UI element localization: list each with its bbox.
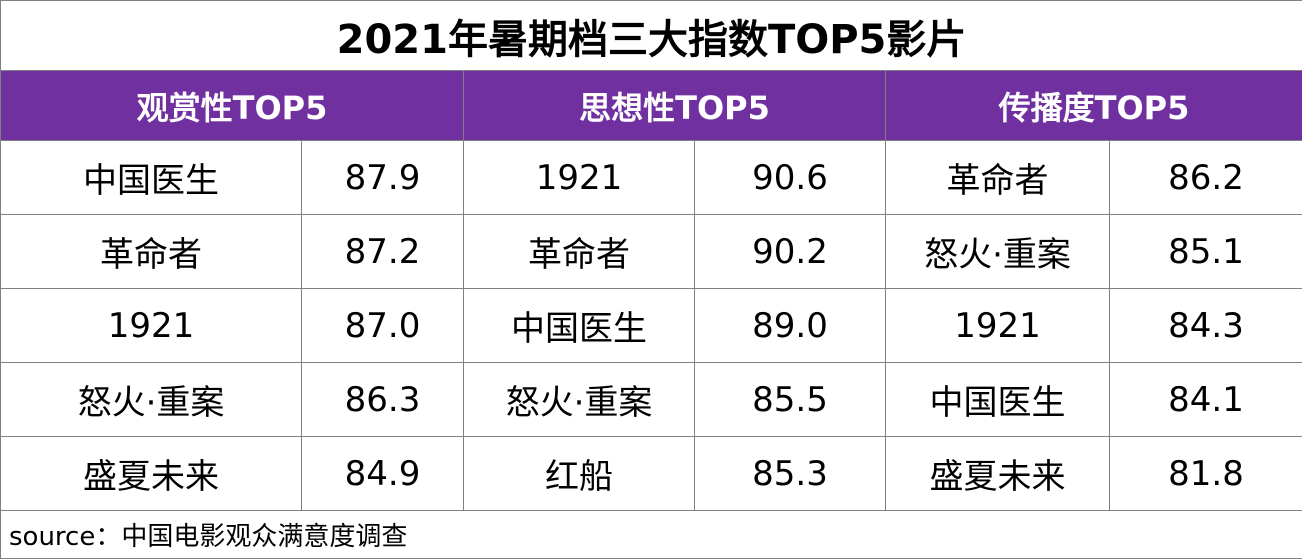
film-cell: 盛夏未来 [0, 436, 302, 511]
film-cell: 1921 [885, 288, 1110, 363]
film-cell: 中国医生 [463, 288, 695, 363]
score-cell: 86.2 [1108, 140, 1302, 215]
score-cell: 87.9 [301, 140, 464, 215]
film-cell: 盛夏未来 [885, 436, 1110, 511]
header-row: 观赏性TOP5 思想性TOP5 传播度TOP5 [0, 70, 1302, 141]
film-cell: 怒火·重案 [463, 362, 695, 437]
table-row: 中国医生 87.9 1921 90.6 革命者 86.2 [0, 140, 1302, 215]
table-row: 1921 87.0 中国医生 89.0 1921 84.3 [0, 288, 1302, 363]
table-row: 怒火·重案 86.3 怒火·重案 85.5 中国医生 84.1 [0, 362, 1302, 437]
score-cell: 86.3 [301, 362, 464, 437]
score-cell: 87.2 [301, 214, 464, 289]
film-cell: 革命者 [463, 214, 695, 289]
score-cell: 84.1 [1108, 362, 1302, 437]
film-cell: 红船 [463, 436, 695, 511]
score-cell: 84.9 [301, 436, 464, 511]
film-cell: 革命者 [885, 140, 1110, 215]
film-cell: 革命者 [0, 214, 302, 289]
film-cell: 怒火·重案 [0, 362, 302, 437]
film-cell: 1921 [463, 140, 695, 215]
table-title: 2021年暑期档三大指数TOP5影片 [0, 0, 1302, 71]
header-spread: 传播度TOP5 [884, 70, 1302, 141]
source-note: source：中国电影观众满意度调查 [0, 510, 1302, 559]
table-row: 革命者 87.2 革命者 90.2 怒火·重案 85.1 [0, 214, 1302, 289]
film-cell: 1921 [0, 288, 302, 363]
film-cell: 怒火·重案 [885, 214, 1110, 289]
score-cell: 90.6 [694, 140, 886, 215]
film-cell: 中国医生 [885, 362, 1110, 437]
title-row: 2021年暑期档三大指数TOP5影片 [0, 0, 1302, 71]
score-cell: 87.0 [301, 288, 464, 363]
score-cell: 89.0 [694, 288, 886, 363]
score-cell: 85.5 [694, 362, 886, 437]
header-watchability: 观赏性TOP5 [0, 70, 464, 141]
table-row: 盛夏未来 84.9 红船 85.3 盛夏未来 81.8 [0, 436, 1302, 511]
score-cell: 85.3 [694, 436, 886, 511]
score-cell: 90.2 [694, 214, 886, 289]
score-cell: 85.1 [1108, 214, 1302, 289]
header-ideology: 思想性TOP5 [463, 70, 886, 141]
score-cell: 84.3 [1108, 288, 1302, 363]
source-row: source：中国电影观众满意度调查 [0, 510, 1302, 559]
film-cell: 中国医生 [0, 140, 302, 215]
score-cell: 81.8 [1108, 436, 1302, 511]
